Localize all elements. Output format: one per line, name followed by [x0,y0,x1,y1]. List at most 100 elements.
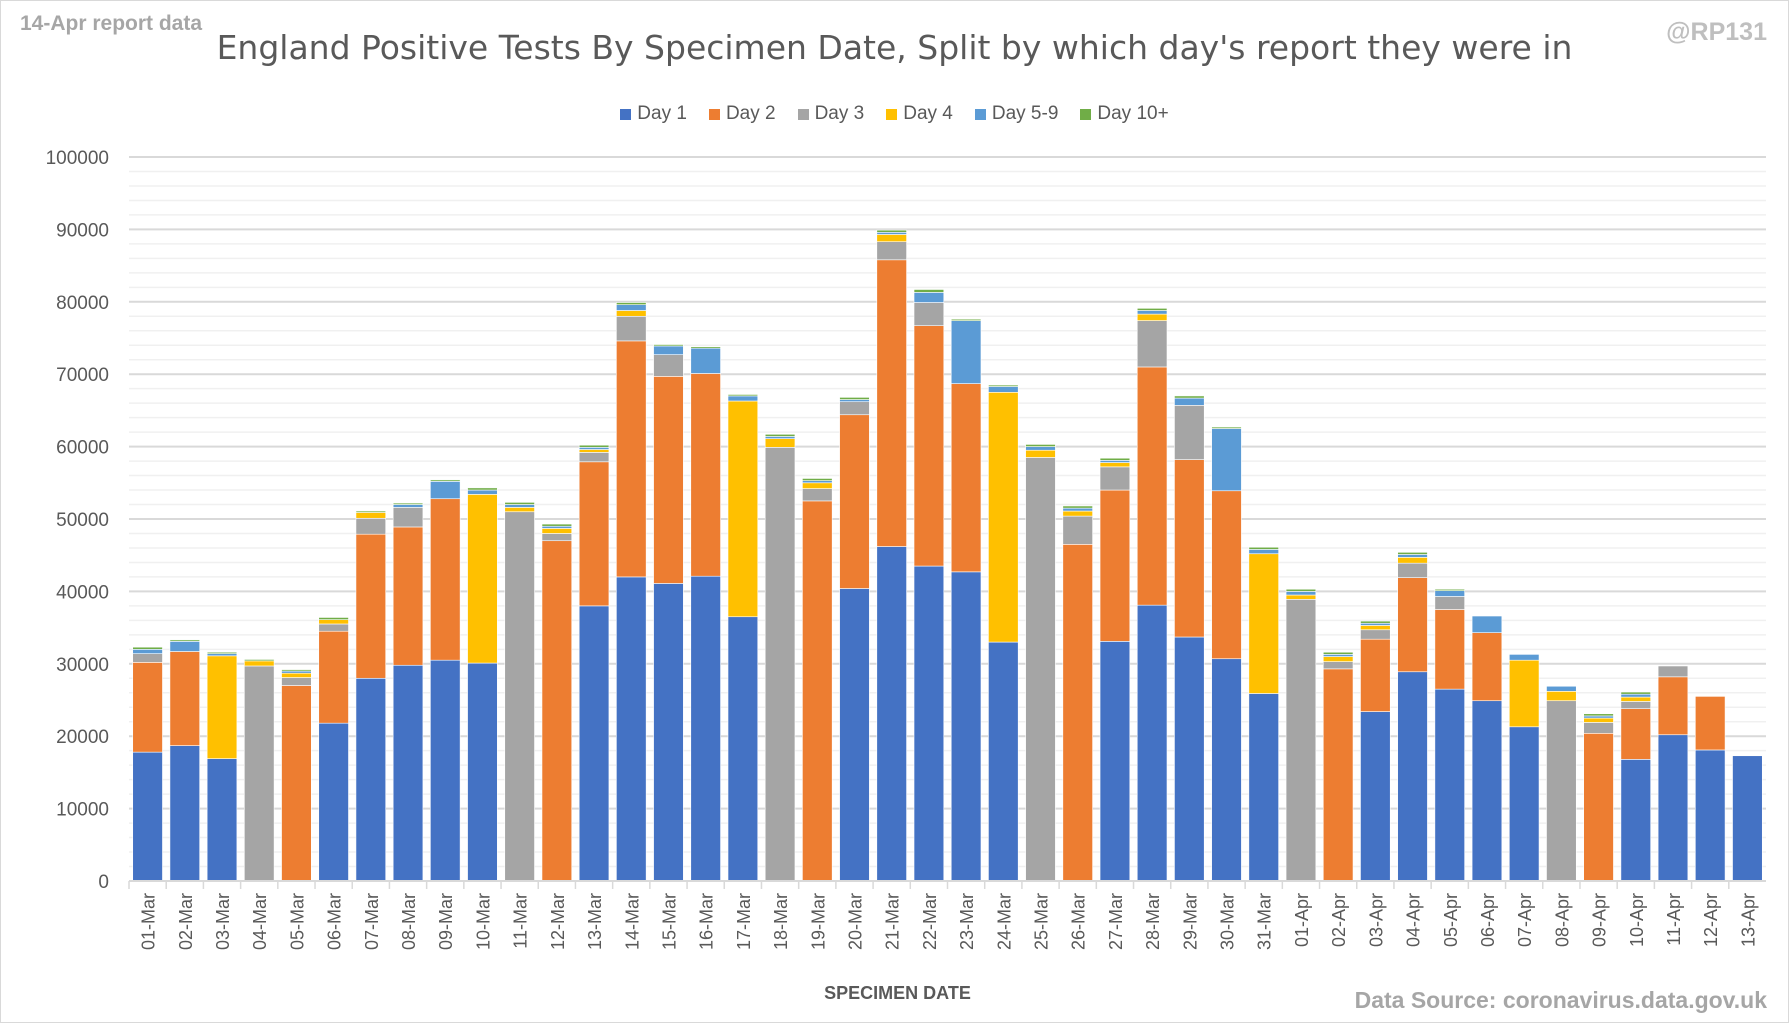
bar-segment-day-10- [764,433,796,437]
bar-segment-day-5-9 [578,447,610,450]
bar-segment-day-2 [802,500,833,882]
bar-segment-day-3 [876,241,907,261]
bar-segment-day-3 [1546,700,1577,882]
bar-segment-day-3 [541,533,573,542]
bar-segment-day-3 [281,677,312,686]
bar-segment-day-2 [430,498,461,661]
legend-label: Day 4 [903,103,953,124]
x-tick-label: 20-Mar [845,893,865,950]
bar-segment-day-5-9 [1546,685,1577,692]
x-tick-label: 06-Apr [1478,893,1498,947]
legend-item: Day 10+ [1080,103,1169,125]
bar-segment-day-10- [950,318,982,321]
bar-segment-day-4 [802,482,833,489]
bar-segment-day-4 [876,234,907,243]
bar-segment-day-5-9 [802,480,833,484]
x-tick-label: 15-Mar [659,893,679,950]
bar-segment-day-2 [1583,733,1614,882]
bar-segment-day-4 [1620,696,1651,702]
bar-segment-day-10- [1583,713,1614,717]
chart-legend: Day 1 Day 2 Day 3 Day 4 Day 5-9 Day 10+ [0,103,1789,125]
bar-segment-day-3 [1657,665,1689,678]
legend-label: Day 5-9 [991,103,1059,124]
x-axis-title: SPECIMEN DATE [824,983,971,1003]
bar-segment-day-5-9 [764,436,796,439]
bar-segment-day-2 [1397,577,1428,673]
bar-segment-day-1 [913,565,945,882]
bar-segment-day-2 [578,461,610,607]
legend-swatch [620,108,632,120]
bar-segment-day-3 [1285,599,1317,882]
bar-segment-day-1 [1508,726,1540,882]
bar-segment-day-10- [132,646,163,650]
bar-segment-day-4 [1062,510,1093,517]
bar-segment-day-4 [318,619,349,625]
bar-segment-day-5-9 [1136,310,1168,315]
x-tick-label: 28-Mar [1143,893,1163,950]
bar-segment-day-5-9 [988,386,1019,393]
bar-segment-day-3 [1322,661,1354,670]
bar-segment-day-10- [169,639,200,642]
bar-segment-day-4 [578,449,610,453]
bar-segment-day-1 [1248,693,1279,882]
bar-segment-day-3 [1583,722,1614,734]
bar-segment-day-2 [1062,544,1093,882]
bar-segment-day-1 [578,605,610,882]
bar-segment-day-4 [1583,717,1614,723]
bar-segment-day-10- [430,479,461,482]
bar-segment-day-1 [1695,749,1726,882]
bar-segment-day-4 [988,391,1019,643]
bar-segment-day-1 [1732,755,1763,882]
legend-swatch [1080,108,1092,120]
x-tick-label: 08-Apr [1552,893,1572,947]
bar-segment-day-2 [169,651,200,746]
bar-segment-day-3 [1360,629,1391,640]
bar-segment-day-3 [802,488,833,502]
bar-segment-day-4 [1397,557,1428,564]
data-source: Data Source: coronavirus.data.gov.uk [1354,987,1767,1013]
bar-segment-day-3 [1099,466,1131,491]
bar-segment-day-4 [206,655,238,759]
x-tick-label: 31-Mar [1255,893,1275,950]
legend-label: Day 10+ [1097,103,1169,124]
bar-segment-day-10- [913,289,945,293]
x-tick-label: 05-Apr [1441,893,1461,947]
y-tick-label: 60000 [56,438,109,459]
bar-segment-day-2 [392,526,424,666]
x-tick-label: 06-Mar [325,893,345,950]
bar-segment-day-5-9 [1471,615,1503,633]
bar-segment-day-5-9 [1062,507,1093,512]
bar-segment-day-3 [1620,701,1651,709]
x-tick-label: 19-Mar [808,893,828,950]
bar-segment-day-5-9 [1248,549,1279,555]
bar-segment-day-10- [727,394,759,397]
bar-segment-day-4 [1136,313,1168,321]
bar-segment-day-2 [318,630,349,724]
bar-segment-day-4 [1322,656,1354,662]
bar-segment-day-2 [1471,632,1503,702]
bar-segment-day-2 [1211,490,1242,660]
x-tick-label: 07-Apr [1515,893,1535,947]
bar-segment-day-10- [1285,588,1317,592]
bar-segment-day-1 [1211,658,1242,882]
bar-segment-day-3 [504,511,535,882]
x-tick-label: 03-Apr [1366,893,1386,947]
bar-segment-day-2 [1099,489,1131,642]
y-tick-label: 70000 [56,365,109,386]
x-tick-label: 23-Mar [957,893,977,950]
bar-segment-day-3 [1434,596,1465,610]
bar-segment-day-10- [988,384,1019,387]
y-tick-label: 20000 [56,727,109,748]
bar-segment-day-2 [1360,638,1391,712]
bar-segment-day-10- [1620,691,1651,695]
bar-segment-day-10- [1434,588,1465,591]
bar-segment-day-10- [1248,546,1279,550]
bar-segment-day-2 [355,533,387,679]
bar-segment-day-4 [355,512,387,519]
bar-segment-day-5-9 [1099,460,1131,463]
bar-segment-day-10- [1174,395,1205,399]
x-tick-label: 13-Mar [585,893,605,950]
bar-segment-day-10- [467,487,498,491]
bar-segment-day-3 [132,653,163,663]
bar-segment-day-5-9 [876,231,907,235]
